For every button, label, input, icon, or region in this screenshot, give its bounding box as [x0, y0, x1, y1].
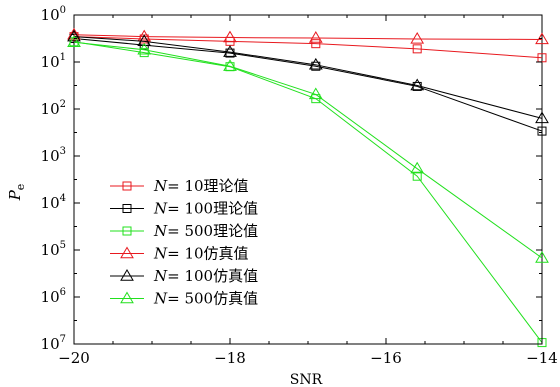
data-point: [67, 35, 81, 47]
x-tick-label: −18: [214, 349, 246, 367]
y-tick-label: 104: [41, 193, 66, 212]
data-point: [137, 34, 152, 47]
legend-marker: [122, 181, 132, 191]
plot-area: [73, 14, 543, 345]
data-point: [223, 45, 237, 57]
data-point: [67, 29, 81, 42]
data-point: [412, 44, 422, 54]
series-4: [67, 29, 549, 124]
legend-entry: N= 500理论值: [110, 222, 258, 240]
data-point: [137, 42, 152, 55]
y-axis-title-sub: e: [14, 184, 27, 191]
series-line: [73, 38, 543, 132]
legend-marker: [120, 269, 134, 281]
series-line: [73, 36, 543, 59]
y-tick-label: 102: [41, 99, 66, 118]
legend-marker: [122, 226, 132, 236]
legend-entry: N= 10理论值: [110, 177, 249, 195]
series-line: [73, 41, 543, 343]
y-tick-label: 101: [41, 52, 66, 71]
data-point: [410, 78, 425, 91]
x-tick-label: −14: [526, 349, 558, 367]
legend-marker: [122, 204, 132, 213]
series-line: [73, 41, 543, 259]
series-layer: [67, 27, 549, 348]
legend-entry: N= 100仿真值: [110, 267, 258, 285]
data-point: [139, 48, 149, 58]
data-point: [69, 37, 79, 47]
legend-label: N= 10理论值: [153, 177, 249, 195]
series-line: [73, 36, 543, 119]
y-tick-label: 107: [41, 334, 66, 353]
legend-label: N= 500理论值: [153, 222, 258, 240]
y-tick-label: 105: [41, 240, 66, 259]
legend-entry: N= 10仿真值: [110, 245, 249, 263]
y-tick-label: 106: [41, 287, 66, 306]
data-point: [535, 111, 549, 124]
series-5: [67, 35, 549, 263]
data-point: [410, 31, 425, 44]
data-point: [308, 57, 323, 70]
y-tick-label: 100: [41, 5, 66, 24]
plot-frame: [73, 14, 543, 345]
data-point: [223, 30, 237, 43]
legend-entry: N= 100理论值: [110, 200, 258, 218]
data-point: [412, 171, 422, 181]
y-axis-title-main: P: [6, 189, 24, 201]
x-axis-title: SNR: [290, 372, 323, 387]
legend-label: N= 100仿真值: [153, 267, 258, 285]
legend-marker: [120, 291, 134, 304]
legend-marker: [120, 246, 134, 259]
axes-layer: −20 −18 −16 −14 100 101 102 103 104 105 106 107: [41, 5, 558, 367]
legend: N= 10理论值 N= 100理论值 N= 500理论值 N= 10仿真值 N= 100…: [110, 177, 258, 308]
y-tick-label: 103: [41, 146, 66, 165]
legend-label: N= 100理论值: [153, 200, 258, 218]
data-point: [410, 161, 425, 174]
legend-label: N= 10仿真值: [153, 245, 249, 263]
data-point: [308, 87, 323, 100]
series-line: [73, 34, 543, 40]
data-point: [537, 126, 547, 136]
legend-entry: N= 500仿真值: [110, 290, 258, 308]
data-point: [308, 31, 323, 43]
x-tick-label: −16: [370, 349, 402, 367]
legend-label: N= 500仿真值: [153, 290, 258, 308]
x-tick-label: −20: [58, 349, 90, 367]
y-axis-title: Pe: [6, 184, 27, 202]
data-point: [223, 59, 237, 71]
data-point: [311, 39, 321, 49]
data-point: [535, 251, 549, 263]
